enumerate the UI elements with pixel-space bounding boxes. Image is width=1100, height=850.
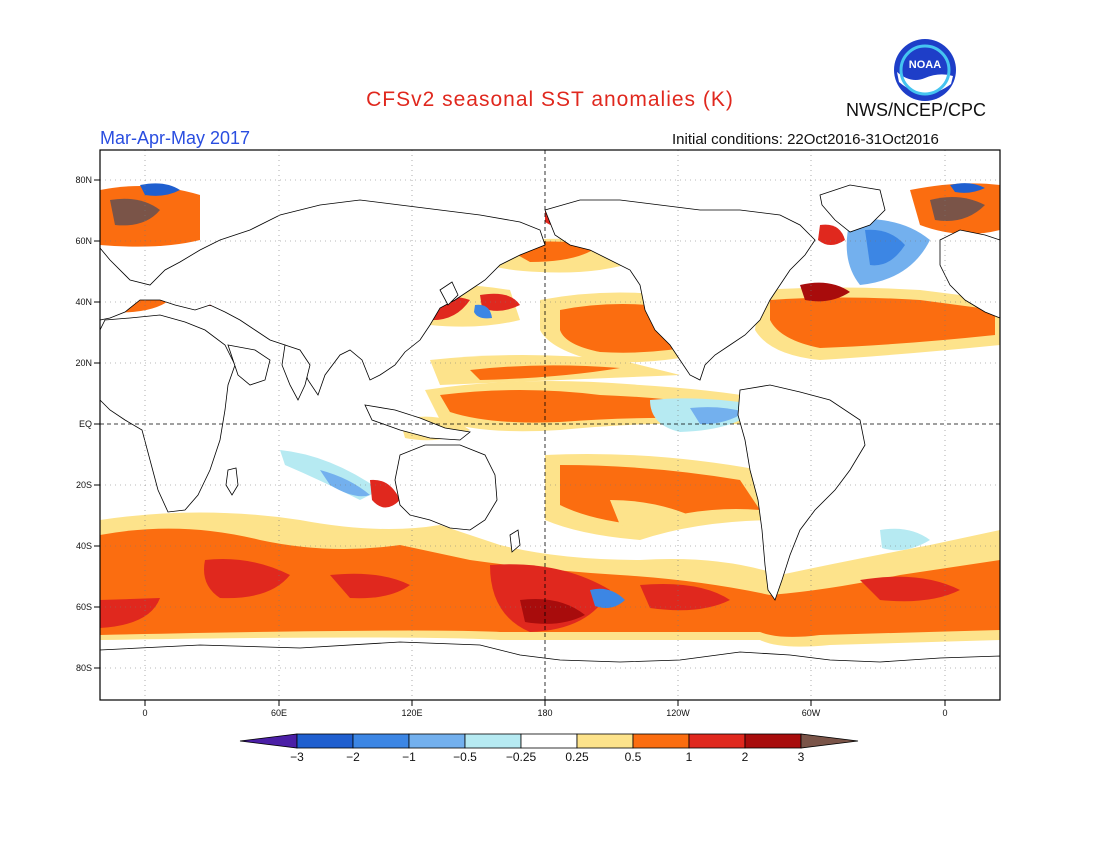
lat-label: 80N [75,175,92,185]
lat-label: 60S [76,602,92,612]
reference-lines [100,150,1000,700]
colorbar-box [352,733,410,749]
colorbar-tick-label: −3 [290,750,304,764]
noaa-logo: NOAA [894,39,956,101]
colorbar-tick-label: −0.25 [506,750,537,764]
lon-label: 120E [401,708,422,718]
lon-label: 0 [142,708,147,718]
colorbar-tick-label: −2 [346,750,360,764]
season-label: Mar-Apr-May 2017 [100,128,251,148]
colorbar-box [408,733,466,749]
colorbar-tick-label: 3 [798,750,805,764]
lat-label: 40N [75,297,92,307]
noaa-logo-text: NOAA [909,59,941,71]
colorbar-end-low [239,733,298,749]
latitude-labels: 80N 60N 40N 20N EQ 20S 40S 60S 80S [75,175,92,673]
lat-label: 40S [76,541,92,551]
axis-ticks [94,179,946,706]
lat-label: 20S [76,480,92,490]
lon-label: 180 [537,708,552,718]
colorbar-tick-label: −0.5 [453,750,477,764]
colorbar-tick-label: 1 [686,750,693,764]
colorbar-box [464,733,522,749]
lon-label: 60E [271,708,287,718]
colorbar-box [688,733,746,749]
colorbar-tick-label: −1 [402,750,416,764]
grid-lines [100,150,1000,700]
lat-label: 20N [75,358,92,368]
colorbar-box [520,733,578,749]
initial-conditions-label: Initial conditions: 22Oct2016-31Oct2016 [672,131,939,148]
colorbar-tick-label: 0.25 [565,750,589,764]
colorbar-box [576,733,634,749]
colorbar [239,733,859,749]
map-title: CFSv2 seasonal SST anomalies (K) [366,88,734,111]
longitude-labels: 0 60E 120E 180 120W 60W 0 [142,708,947,718]
colorbar-tick-label: 2 [742,750,749,764]
lat-label: 60N [75,236,92,246]
lon-label: 60W [802,708,821,718]
colorbar-box [744,733,802,749]
colorbar-tick-label: 0.5 [625,750,642,764]
lon-label: 120W [666,708,690,718]
organization-label: NWS/NCEP/CPC [846,100,987,120]
colorbar-box [632,733,690,749]
lon-label: 0 [942,708,947,718]
colorbar-labels: −3 −2 −1 −0.5 −0.25 0.25 0.5 1 2 3 [290,750,805,764]
colorbar-end-high [800,733,859,749]
lat-label: EQ [79,419,92,429]
lat-label: 80S [76,663,92,673]
colorbar-box [296,733,354,749]
